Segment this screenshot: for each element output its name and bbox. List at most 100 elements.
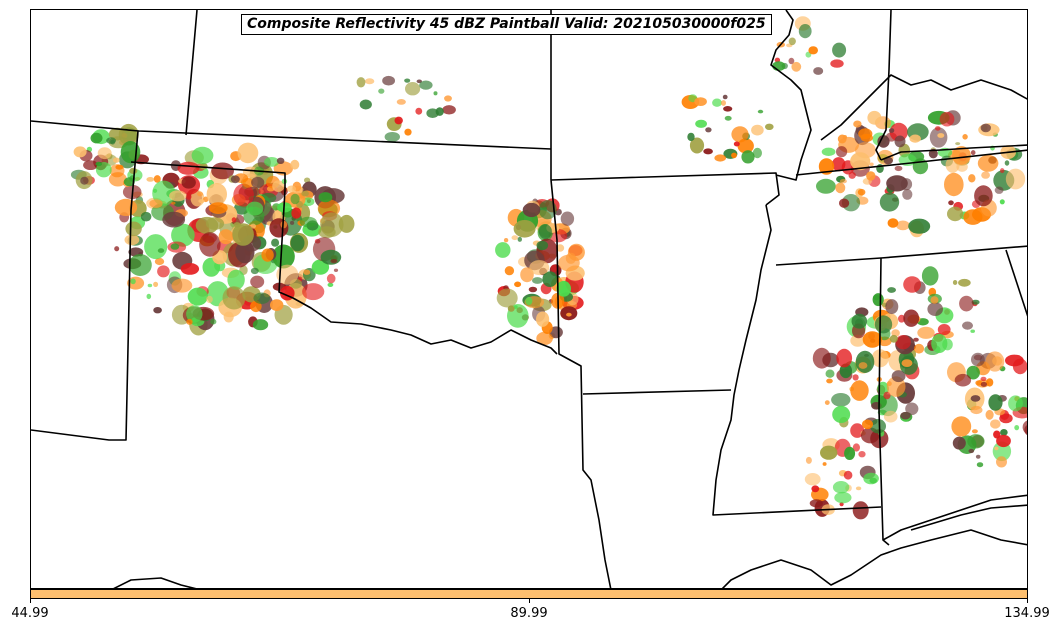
reflectivity-blob (171, 201, 176, 205)
reflectivity-blob (894, 135, 906, 148)
reflectivity-blob (146, 177, 155, 182)
reflectivity-blob (913, 343, 925, 354)
reflectivity-blob (999, 413, 1013, 424)
reflectivity-blob (115, 164, 124, 170)
reflectivity-blob (853, 120, 862, 128)
reflectivity-blob (714, 154, 726, 162)
reflectivity-blob (883, 391, 891, 400)
reflectivity-blob (902, 189, 913, 200)
reflectivity-blob (154, 257, 165, 266)
reflectivity-blob (80, 176, 89, 185)
reflectivity-blob (124, 234, 140, 246)
reflectivity-blob (894, 165, 903, 172)
reflectivity-blob (550, 264, 558, 272)
reflectivity-blob (722, 94, 728, 100)
reflectivity-blob (146, 293, 152, 300)
border-miss-river (770, 10, 812, 181)
reflectivity-blob (879, 192, 900, 212)
reflectivity-blob (90, 132, 103, 144)
reflectivity-blob (970, 405, 983, 415)
reflectivity-blob (153, 281, 159, 287)
reflectivity-blob (947, 206, 964, 222)
reflectivity-blob (230, 175, 240, 184)
reflectivity-blob (252, 319, 269, 331)
reflectivity-blob (816, 178, 836, 194)
reflectivity-blob (528, 286, 538, 293)
reflectivity-blob (805, 456, 812, 464)
reflectivity-blob (832, 42, 847, 58)
reflectivity-blob (888, 128, 895, 133)
border-ky-in (820, 74, 1027, 141)
reflectivity-blob (125, 221, 142, 237)
reflectivity-blob (867, 110, 882, 125)
map-canvas (31, 10, 1027, 588)
reflectivity-blob (994, 186, 1004, 194)
colorbar (30, 589, 1028, 599)
reflectivity-blob (144, 234, 168, 260)
reflectivity-blob (948, 200, 954, 206)
reflectivity-blob (404, 128, 412, 136)
reflectivity-blob (866, 171, 876, 181)
border-ky-wv (880, 144, 1027, 161)
reflectivity-blob (832, 405, 851, 423)
reflectivity-blob (567, 243, 585, 261)
reflectivity-blob (826, 378, 833, 384)
reflectivity-blob (905, 402, 919, 416)
reflectivity-blob (895, 335, 911, 350)
reflectivity-blob (208, 202, 228, 215)
reflectivity-blob (232, 223, 254, 246)
reflectivity-blob (495, 242, 511, 258)
reflectivity-blob (808, 46, 818, 55)
reflectivity-blob (975, 380, 983, 386)
reflectivity-blob (862, 419, 873, 430)
reflectivity-blob (231, 217, 237, 223)
reflectivity-blob (290, 234, 305, 252)
reflectivity-blob (855, 486, 862, 491)
reflectivity-blob (850, 334, 866, 347)
reflectivity-blob (333, 268, 339, 272)
reflectivity-blob (809, 499, 823, 508)
reflectivity-blob (752, 147, 763, 159)
reflectivity-blob (250, 275, 265, 288)
reflectivity-blob (929, 127, 948, 148)
reflectivity-blob (177, 161, 200, 175)
reflectivity-blob (958, 278, 971, 287)
reflectivity-blob (852, 374, 859, 381)
reflectivity-blob (930, 296, 939, 304)
reflectivity-blob (733, 141, 740, 147)
reflectivity-blob (968, 174, 976, 183)
reflectivity-blob (830, 59, 844, 68)
reflectivity-blob (832, 157, 846, 172)
reflectivity-blob (157, 248, 165, 253)
colorbar-tick-label-mid: 89.99 (510, 606, 548, 621)
reflectivity-blob (852, 443, 861, 452)
paintball-blobs (70, 16, 1027, 520)
reflectivity-blob (503, 238, 509, 243)
reflectivity-blob (962, 134, 968, 140)
reflectivity-blob (855, 350, 875, 373)
reflectivity-blob (129, 167, 138, 174)
border-ar-la (582, 389, 732, 395)
reflectivity-blob (900, 178, 913, 191)
reflectivity-blob (883, 410, 898, 423)
reflectivity-blob (442, 105, 456, 115)
reflectivity-blob (850, 380, 869, 401)
reflectivity-blob (703, 148, 713, 155)
reflectivity-blob (994, 446, 999, 451)
reflectivity-blob (903, 309, 920, 327)
border-il-in (875, 10, 892, 161)
reflectivity-blob (908, 218, 931, 234)
reflectivity-blob (798, 24, 812, 39)
reflectivity-blob (954, 373, 972, 387)
reflectivity-blob (835, 182, 846, 194)
reflectivity-blob (270, 299, 284, 311)
reflectivity-blob (863, 472, 879, 485)
reflectivity-blob (171, 278, 193, 293)
reflectivity-blob (999, 199, 1005, 205)
reflectivity-blob (206, 183, 227, 206)
reflectivity-blob (206, 295, 213, 304)
reflectivity-blob (877, 135, 890, 148)
reflectivity-blob (73, 146, 87, 158)
reflectivity-blob (1012, 358, 1027, 375)
reflectivity-blob (536, 331, 553, 345)
